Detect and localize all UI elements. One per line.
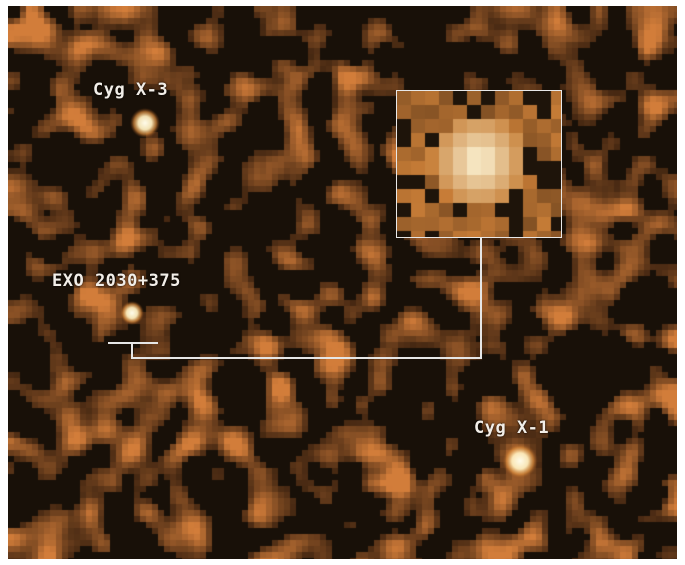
connector-line-vertical [480, 238, 482, 358]
source-label-cyg-x3: Cyg X-3 [93, 80, 169, 100]
sky-map [8, 6, 677, 559]
zoom-inset [396, 90, 562, 238]
marker-line-vertical-short [131, 342, 133, 358]
connector-line-horizontal [131, 357, 482, 359]
marker-line-horizontal [108, 342, 158, 344]
source-label-cyg-x1: Cyg X-1 [474, 418, 550, 438]
zoom-inset-map [397, 91, 561, 237]
source-label-exo: EXO 2030+375 [52, 271, 181, 291]
emission-map [8, 6, 677, 559]
